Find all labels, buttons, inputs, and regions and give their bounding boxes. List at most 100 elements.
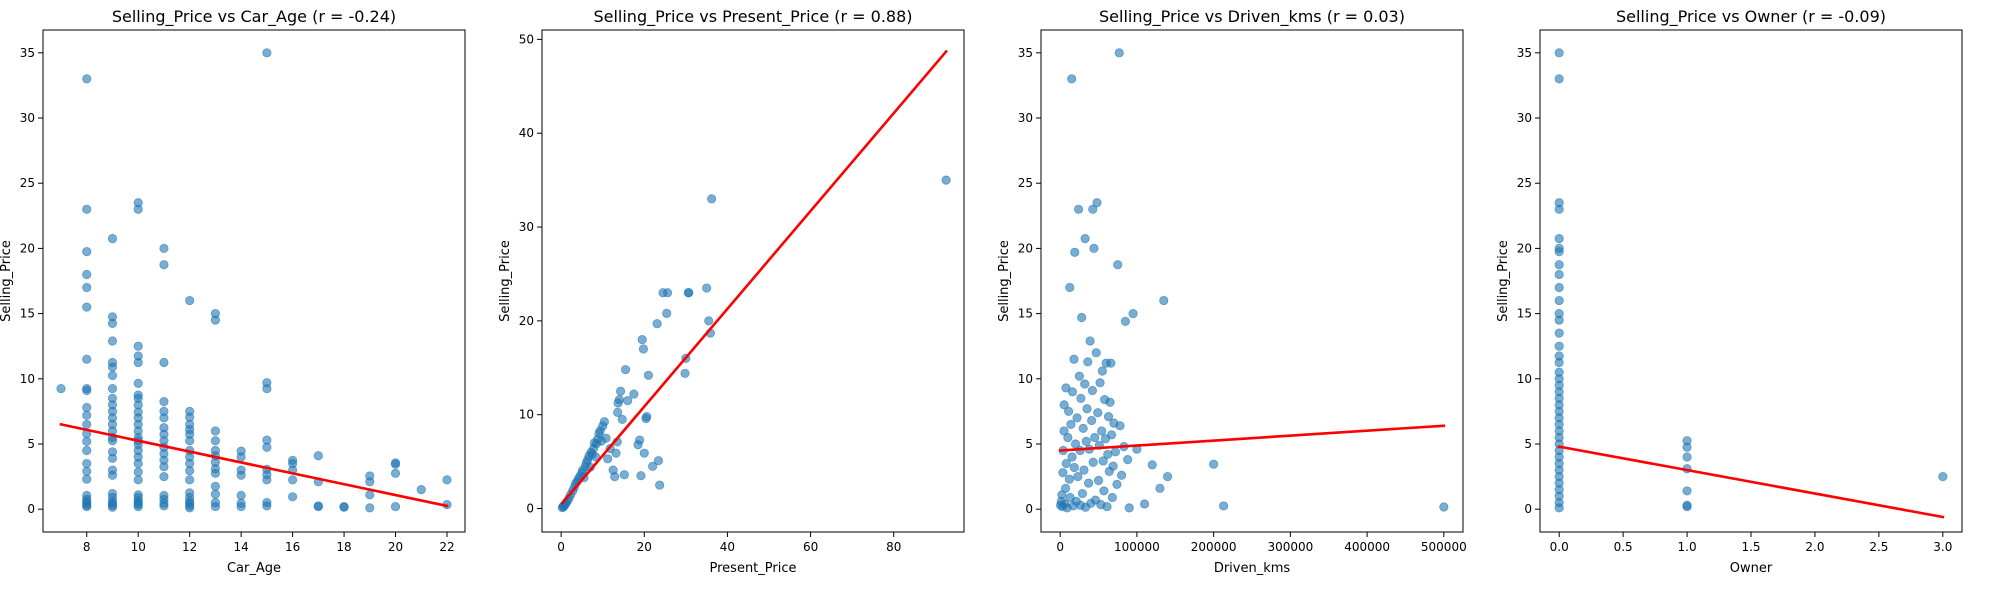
data-point (159, 471, 169, 482)
data-point (185, 488, 195, 498)
data-point (82, 474, 92, 484)
subplot-title: Selling_Price vs Present_Price (r = 0.88… (593, 7, 912, 27)
data-point (1113, 260, 1123, 270)
data-point (1682, 500, 1692, 510)
data-point (133, 490, 143, 500)
regression-line (1058, 424, 1446, 452)
data-point (1082, 404, 1092, 414)
data-point (1060, 483, 1071, 493)
regression-line (1557, 445, 1945, 519)
data-point (1073, 204, 1084, 214)
data-point (287, 475, 298, 485)
data-point (1069, 354, 1079, 364)
data-point (613, 407, 623, 417)
data-point (1080, 379, 1090, 389)
data-point (610, 472, 620, 482)
data-point (620, 365, 631, 375)
data-point (1106, 358, 1116, 368)
data-point (56, 383, 66, 394)
data-point (652, 319, 662, 329)
data-point (1093, 475, 1104, 486)
data-point (1147, 460, 1157, 470)
y-axis: 0 10 20 30 40 50 (519, 32, 542, 516)
data-point (390, 501, 401, 512)
data-point (1059, 400, 1069, 410)
data-point (1072, 413, 1082, 423)
data-point (185, 406, 195, 416)
data-point (210, 481, 220, 491)
data-point (133, 341, 143, 351)
subplot-title: Selling_Price vs Car_Age (r = -0.24) (112, 7, 396, 27)
data-point (642, 411, 652, 422)
x-tick-label: 80 (886, 540, 901, 554)
data-point (107, 336, 118, 346)
y-tick-label: 25 (1018, 176, 1033, 190)
data-point (941, 175, 951, 185)
data-point (82, 445, 92, 456)
data-point (82, 419, 92, 430)
data-point (1108, 461, 1118, 471)
regression-line (59, 422, 449, 508)
y-tick-label: 20 (20, 241, 35, 255)
data-point (133, 378, 143, 388)
axes-frame (1539, 29, 1963, 533)
data-point (107, 393, 118, 403)
y-tick-label: 25 (20, 176, 35, 190)
data-point (617, 414, 627, 424)
x-tick-label: 200000 (1191, 540, 1237, 554)
data-point (236, 446, 246, 456)
y-tick-label: 15 (1517, 307, 1532, 321)
data-point (1554, 351, 1564, 361)
data-point (1124, 503, 1134, 513)
x-tick-label: 0.5 (1614, 540, 1633, 554)
data-point (623, 396, 633, 406)
y-axis: 0 5 10 15 20 25 30 35 (20, 46, 43, 516)
data-point (210, 426, 220, 436)
data-point (262, 378, 272, 388)
data-point (662, 308, 672, 318)
x-tick-label: 0 (1056, 540, 1064, 554)
data-point (1439, 502, 1449, 512)
data-point (133, 467, 143, 477)
data-point (1083, 478, 1094, 488)
data-point (1064, 474, 1074, 484)
data-point (210, 436, 220, 446)
data-point (1089, 243, 1099, 253)
y-tick-label: 10 (1018, 372, 1033, 386)
y-tick-label: 5 (1025, 437, 1033, 451)
data-point (1074, 371, 1084, 381)
data-point (416, 485, 426, 495)
data-point (1066, 419, 1076, 430)
data-point (629, 389, 639, 399)
data-point (159, 357, 169, 368)
data-point (1112, 479, 1122, 490)
y-tick-label: 30 (1517, 111, 1532, 125)
y-axis-label: Selling_Price (997, 240, 1012, 322)
data-point (133, 475, 143, 485)
x-tick-label: 1.5 (1741, 540, 1760, 554)
data-point (1077, 488, 1088, 499)
data-point (1554, 243, 1564, 253)
data-point (133, 390, 143, 400)
data-point (1087, 415, 1097, 426)
data-point (1105, 397, 1115, 407)
y-axis-label: Selling_Price (1496, 240, 1511, 322)
data-point (442, 475, 452, 485)
y-tick-label: 35 (1018, 46, 1033, 60)
regression-line (560, 49, 948, 505)
data-point (313, 501, 323, 511)
y-tick-label: 10 (519, 408, 534, 422)
data-point (236, 465, 246, 475)
data-point (1115, 421, 1125, 431)
data-point (1061, 458, 1071, 469)
data-point (1065, 282, 1075, 293)
data-point (236, 490, 246, 501)
data-point (107, 488, 118, 499)
data-point (1120, 316, 1130, 327)
x-tick-label: 40 (720, 540, 735, 554)
data-point (614, 395, 624, 405)
y-tick-label: 10 (1517, 372, 1532, 386)
data-point (1097, 366, 1107, 376)
data-point (1070, 247, 1080, 257)
